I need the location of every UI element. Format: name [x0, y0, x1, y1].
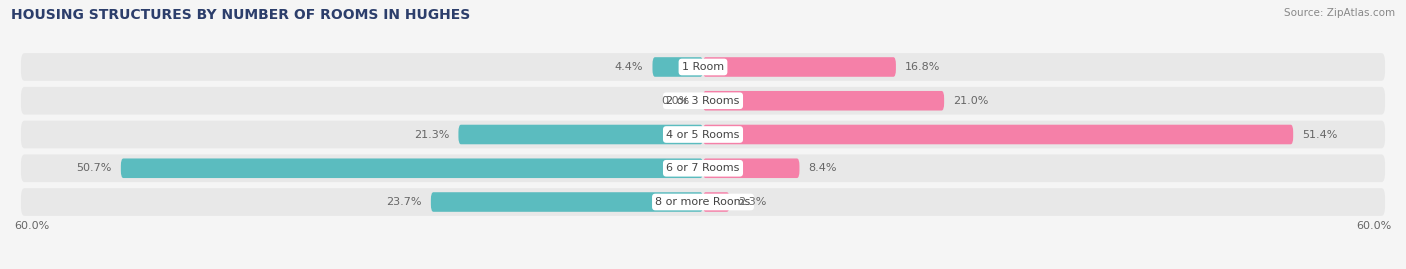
Text: HOUSING STRUCTURES BY NUMBER OF ROOMS IN HUGHES: HOUSING STRUCTURES BY NUMBER OF ROOMS IN…	[11, 8, 471, 22]
FancyBboxPatch shape	[21, 121, 1385, 148]
FancyBboxPatch shape	[652, 57, 703, 77]
Text: 21.0%: 21.0%	[953, 96, 988, 106]
Text: 8 or more Rooms: 8 or more Rooms	[655, 197, 751, 207]
Text: 1 Room: 1 Room	[682, 62, 724, 72]
FancyBboxPatch shape	[703, 158, 800, 178]
Text: 16.8%: 16.8%	[905, 62, 941, 72]
FancyBboxPatch shape	[703, 125, 1294, 144]
Text: 6 or 7 Rooms: 6 or 7 Rooms	[666, 163, 740, 173]
FancyBboxPatch shape	[21, 87, 1385, 115]
Text: 0.0%: 0.0%	[661, 96, 689, 106]
Text: 23.7%: 23.7%	[387, 197, 422, 207]
Text: 50.7%: 50.7%	[76, 163, 111, 173]
FancyBboxPatch shape	[21, 188, 1385, 216]
Text: 60.0%: 60.0%	[1357, 221, 1392, 231]
Text: 2 or 3 Rooms: 2 or 3 Rooms	[666, 96, 740, 106]
FancyBboxPatch shape	[703, 57, 896, 77]
FancyBboxPatch shape	[21, 154, 1385, 182]
Text: 2.3%: 2.3%	[738, 197, 766, 207]
Text: Source: ZipAtlas.com: Source: ZipAtlas.com	[1284, 8, 1395, 18]
FancyBboxPatch shape	[458, 125, 703, 144]
Text: 51.4%: 51.4%	[1302, 129, 1337, 140]
FancyBboxPatch shape	[703, 91, 945, 111]
FancyBboxPatch shape	[703, 192, 730, 212]
Text: 4 or 5 Rooms: 4 or 5 Rooms	[666, 129, 740, 140]
Text: 4.4%: 4.4%	[614, 62, 644, 72]
Text: 21.3%: 21.3%	[413, 129, 450, 140]
FancyBboxPatch shape	[21, 53, 1385, 81]
Text: 8.4%: 8.4%	[808, 163, 837, 173]
Text: 60.0%: 60.0%	[14, 221, 49, 231]
FancyBboxPatch shape	[121, 158, 703, 178]
FancyBboxPatch shape	[430, 192, 703, 212]
